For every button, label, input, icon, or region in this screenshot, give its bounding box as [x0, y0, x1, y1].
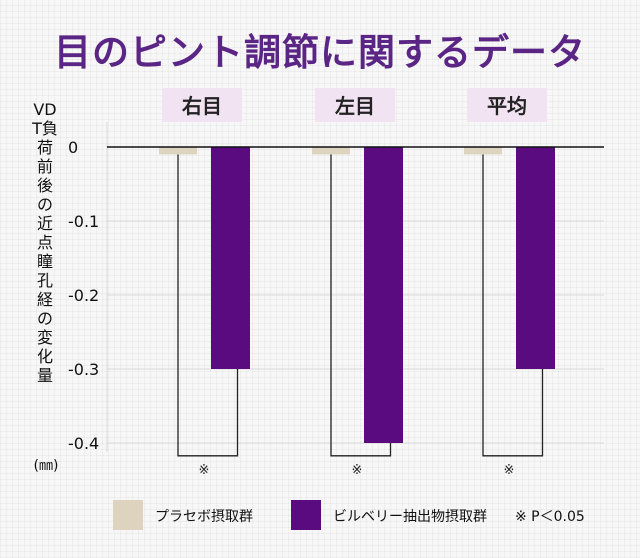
- category-label: 左目: [335, 94, 375, 118]
- legend-swatch-bilberry: [291, 500, 321, 530]
- category-label: 平均: [487, 94, 527, 118]
- significance-mark: ※: [504, 463, 515, 478]
- legend-label-placebo: プラセボ摂取群: [155, 509, 253, 525]
- y-tick-label: -0.4: [68, 434, 99, 453]
- bar-bilberry: [211, 147, 250, 369]
- y-tick-label: -0.2: [68, 286, 99, 305]
- category-label-bg: [315, 88, 395, 122]
- significance-note: ※ P＜0.05: [515, 509, 585, 525]
- y-axis-label: VDT負荷前後の近点瞳孔経の変化量: [32, 100, 58, 385]
- page-title: 目のピント調節に関するデータ: [54, 31, 586, 74]
- significance-mark: ※: [352, 463, 363, 478]
- bar-bilberry: [516, 147, 555, 369]
- bar-placebo: [464, 147, 502, 155]
- legend-swatch-placebo: [113, 500, 143, 530]
- significance-bracket: [177, 154, 239, 457]
- legend: プラセボ摂取群 ビルベリー抽出物摂取群 ※ P＜0.05: [113, 500, 623, 530]
- significance-mark: ※: [199, 463, 210, 478]
- significance-bracket: [482, 154, 544, 457]
- bar-chart: 右目 左目 平均 ※ ※ ※ 0 -0.1 -0.2 -0.3 -0.4: [68, 88, 604, 478]
- category-label: 右目: [182, 94, 222, 118]
- significance-bracket: [330, 154, 392, 457]
- category-label-bg: [467, 88, 547, 122]
- legend-label-bilberry: ビルベリー抽出物摂取群: [333, 509, 487, 525]
- y-tick-label: 0: [68, 138, 78, 157]
- y-axis-unit: (㎜): [33, 458, 59, 474]
- bar-placebo: [312, 147, 350, 155]
- y-tick-label: -0.1: [68, 212, 99, 231]
- y-tick-label: -0.3: [68, 360, 99, 379]
- category-label-bg: [162, 88, 242, 122]
- bar-placebo: [159, 147, 197, 155]
- bar-bilberry: [364, 147, 403, 443]
